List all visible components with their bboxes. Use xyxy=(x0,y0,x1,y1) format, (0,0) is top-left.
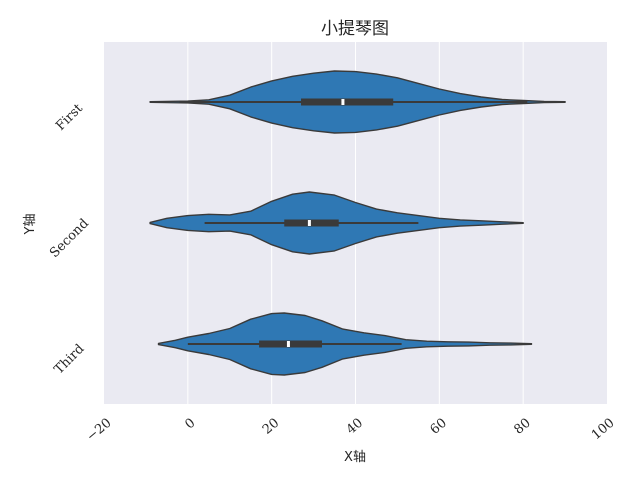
y-axis-label: Y轴 xyxy=(23,214,38,236)
median-marker xyxy=(341,99,345,105)
median-marker xyxy=(286,341,290,347)
y-tick-label: Second xyxy=(47,216,92,261)
x-tick-label: −20 xyxy=(84,416,115,445)
x-tick-label: 80 xyxy=(511,416,533,438)
x-tick-labels: −20 0 20 40 60 80 100 xyxy=(84,416,618,445)
y-tick-label: Third xyxy=(52,342,88,378)
y-tick-labels: First Second Third xyxy=(47,101,92,378)
x-axis-label: X轴 xyxy=(344,450,366,465)
x-tick-label: 100 xyxy=(589,416,618,443)
median-marker xyxy=(307,220,311,226)
x-tick-label: 20 xyxy=(260,416,282,438)
x-tick-label: 40 xyxy=(344,416,366,438)
violins xyxy=(149,70,566,376)
chart-title: 小提琴图 xyxy=(321,19,389,39)
x-tick-label: 0 xyxy=(182,416,198,433)
y-tick-label: First xyxy=(53,101,86,134)
x-tick-label: 60 xyxy=(428,416,450,438)
